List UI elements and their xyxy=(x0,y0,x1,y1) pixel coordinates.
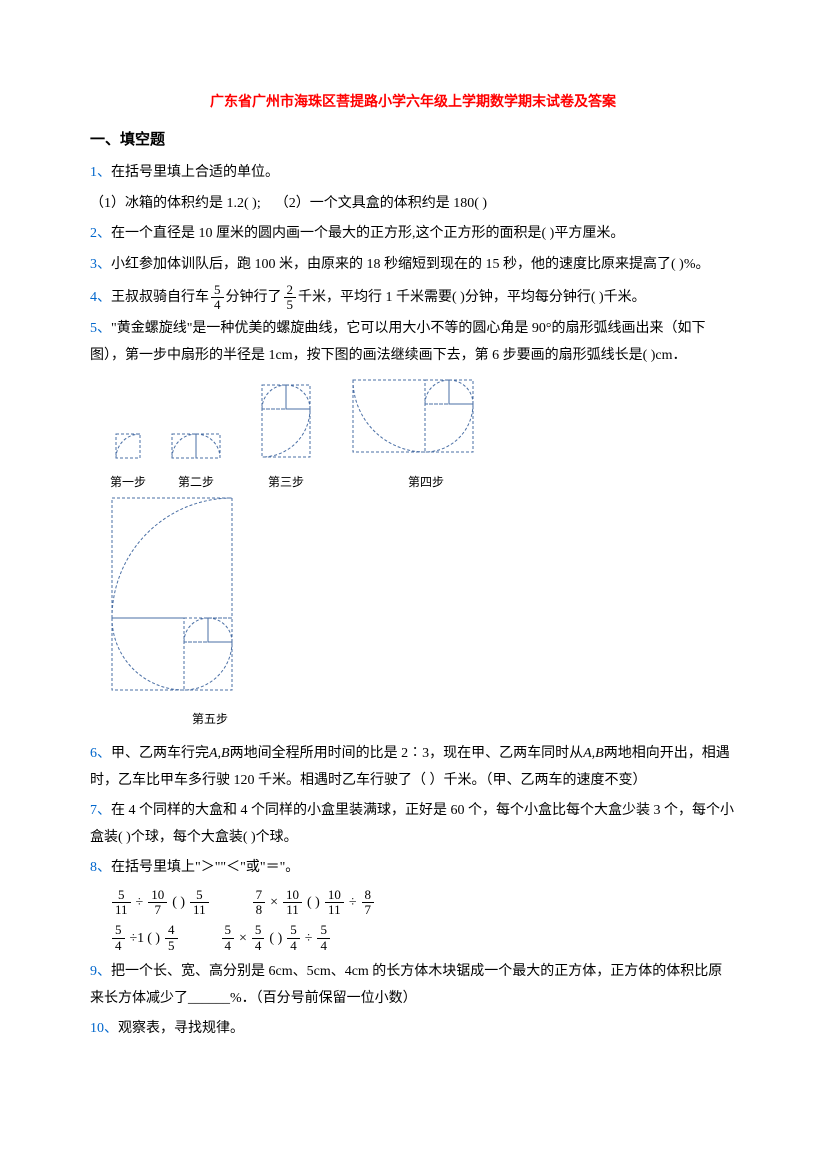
q8-expr3: 54 ÷1 ( ) 45 xyxy=(110,923,180,953)
spiral-2-icon xyxy=(171,433,221,459)
q7-num: 7、 xyxy=(90,803,111,818)
doc-title: 广东省广州市海珠区菩提路小学六年级上学期数学期末试卷及答案 xyxy=(90,90,736,115)
q3-text: 小红参加体训队后，跑 100 米，由原来的 18 秒缩短到现在的 15 秒，他的… xyxy=(111,257,709,272)
q4-pre: 王叔叔骑自行车 xyxy=(111,290,209,305)
question-2: 2、在一个直径是 10 厘米的圆内画一个最大的正方形,这个正方形的面积是( )平… xyxy=(90,221,736,248)
q6-num: 6、 xyxy=(90,746,111,761)
q4-mid2: 千米，平均行 1 千米需要( )分钟，平均每分钟行( )千米。 xyxy=(298,290,646,305)
q1-sub1: （1）冰箱的体积约是 1.2( ); xyxy=(90,196,261,211)
question-8: 8、在括号里填上"＞""＜"或"＝"。 xyxy=(90,855,736,882)
q5-text: "黄金螺旋线"是一种优美的螺旋曲线，它可以用大小不等的圆心角是 90°的扇形弧线… xyxy=(90,321,706,363)
q2-text: 在一个直径是 10 厘米的圆内画一个最大的正方形,这个正方形的面积是( )平方厘… xyxy=(111,226,624,241)
spiral-4-icon xyxy=(351,379,501,459)
q9-num: 9、 xyxy=(90,964,111,979)
q2-num: 2、 xyxy=(90,226,111,241)
q8-row2: 54 ÷1 ( ) 45 54 × 54 ( ) 54 ÷ 54 xyxy=(110,923,736,953)
q4-frac2: 25 xyxy=(284,283,297,313)
spiral-step-5: 第五步 xyxy=(110,497,310,731)
q10-text: 观察表，寻找规律。 xyxy=(118,1021,244,1036)
q8-num: 8、 xyxy=(90,860,111,875)
q8-expr4: 54 × 54 ( ) 54 ÷ 54 xyxy=(220,923,332,953)
spiral-step-4: 第四步 xyxy=(351,379,501,493)
spiral-diagram: 第一步 第二步 第三步 xyxy=(110,379,736,731)
spiral-step-2: 第二步 xyxy=(171,433,221,493)
question-3: 3、小红参加体训队后，跑 100 米，由原来的 18 秒缩短到现在的 15 秒，… xyxy=(90,252,736,279)
q1-sub2: （2）一个文具盒的体积约是 180( ) xyxy=(275,196,487,211)
spiral-1-icon xyxy=(115,433,141,459)
spiral-step-1: 第一步 xyxy=(110,433,146,493)
q1-text: 在括号里填上合适的单位。 xyxy=(111,165,279,180)
question-1-sub: （1）冰箱的体积约是 1.2( ); （2）一个文具盒的体积约是 180( ) xyxy=(90,191,736,218)
spiral-3-icon xyxy=(246,384,326,459)
q4-frac1: 54 xyxy=(211,283,224,313)
question-5: 5、"黄金螺旋线"是一种优美的螺旋曲线，它可以用大小不等的圆心角是 90°的扇形… xyxy=(90,316,736,369)
question-1: 1、在括号里填上合适的单位。 xyxy=(90,160,736,187)
q5-num: 5、 xyxy=(90,321,111,336)
question-10: 10、观察表，寻找规律。 xyxy=(90,1016,736,1043)
spiral-5-icon xyxy=(110,497,310,697)
question-9: 9、把一个长、宽、高分别是 6cm、5cm、4cm 的长方体木块锯成一个最大的正… xyxy=(90,959,736,1012)
q7-text: 在 4 个同样的大盒和 4 个同样的小盒里装满球，正好是 60 个，每个小盒比每… xyxy=(90,803,734,845)
section-1-header: 一、填空题 xyxy=(90,127,736,154)
q6-var1: A,B xyxy=(209,746,230,761)
q1-num: 1、 xyxy=(90,165,111,180)
q10-num: 10、 xyxy=(90,1021,118,1036)
question-6: 6、甲、乙两车行完A,B两地间全程所用时间的比是 2∶3，现在甲、乙两车同时从A… xyxy=(90,741,736,794)
q6-mid1: 两地间全程所用时间的比是 2∶3，现在甲、乙两车同时从 xyxy=(230,746,584,761)
q4-mid1: 分钟行了 xyxy=(226,290,282,305)
q8-expr1: 511 ÷ 107 ( ) 511 xyxy=(110,888,211,918)
q8-text: 在括号里填上"＞""＜"或"＝"。 xyxy=(111,860,299,875)
q9-text: 把一个长、宽、高分别是 6cm、5cm、4cm 的长方体木块锯成一个最大的正方体… xyxy=(90,964,722,1006)
q4-num: 4、 xyxy=(90,290,111,305)
q3-num: 3、 xyxy=(90,257,111,272)
q6-var2: A,B xyxy=(583,746,604,761)
q6-pre: 甲、乙两车行完 xyxy=(111,746,209,761)
question-7: 7、在 4 个同样的大盒和 4 个同样的小盒里装满球，正好是 60 个，每个小盒… xyxy=(90,798,736,851)
spiral-step-3: 第三步 xyxy=(246,384,326,493)
question-4: 4、王叔叔骑自行车54分钟行了25千米，平均行 1 千米需要( )分钟，平均每分… xyxy=(90,283,736,313)
q8-row1: 511 ÷ 107 ( ) 511 78 × 1011 ( ) 1011 ÷ 8… xyxy=(110,888,736,918)
q8-expr2: 78 × 1011 ( ) 1011 ÷ 87 xyxy=(251,888,376,918)
